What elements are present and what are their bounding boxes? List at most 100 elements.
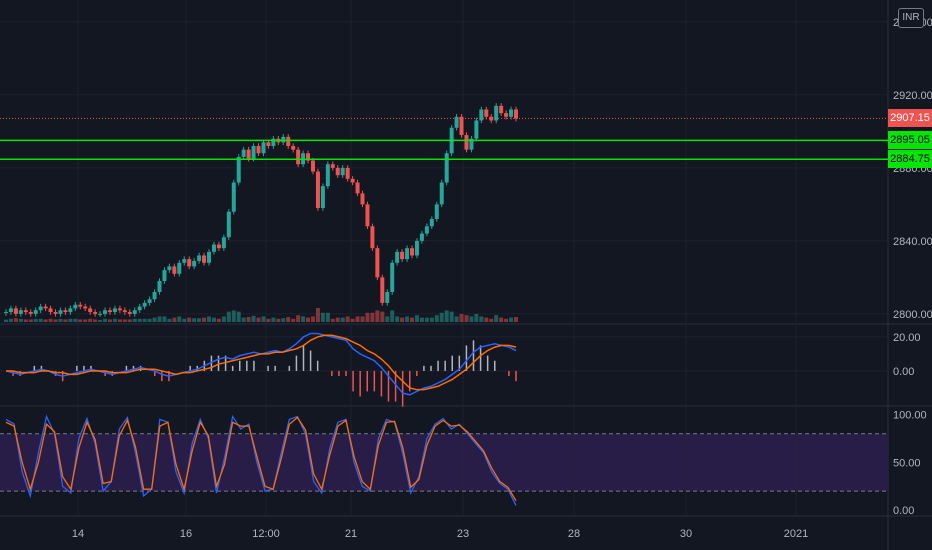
candle-body [271, 138, 276, 146]
time-axis-label: 14 [72, 528, 84, 540]
candle-body [464, 135, 469, 150]
volume-bar [449, 311, 454, 322]
candle-body [320, 186, 325, 209]
support-line-tag-2: 2884.75 [888, 150, 932, 169]
candle-body [58, 310, 63, 314]
candle-body [410, 248, 415, 256]
volume-bar [296, 315, 301, 322]
volume-bar [127, 319, 132, 322]
volume-bar [375, 310, 380, 322]
volume-bar [43, 319, 48, 322]
candle-body [459, 116, 464, 136]
volume-bar [103, 318, 108, 322]
candle-body [192, 260, 197, 267]
candle-body [514, 109, 518, 119]
candle-body [137, 306, 142, 311]
volume-bar [8, 318, 13, 322]
candle-body [385, 291, 390, 303]
volume-bar [360, 316, 365, 322]
candle-body [122, 310, 127, 313]
volume-bar [122, 319, 127, 322]
candle-body [13, 308, 18, 314]
last-price-tag: 2907.15 [888, 109, 932, 128]
volume-bar [320, 312, 325, 322]
volume-bar [514, 317, 518, 322]
volume-bar [479, 316, 484, 322]
volume-bar [434, 315, 439, 322]
volume-bar [335, 317, 340, 322]
candle-body [325, 164, 330, 187]
candle-body [172, 266, 177, 274]
candle-body [365, 204, 370, 227]
volume-bar [241, 317, 246, 322]
volume-bar [177, 316, 182, 322]
candle-body [251, 145, 256, 159]
volume-bar [137, 318, 142, 322]
volume-bar [444, 310, 449, 322]
candle-body [33, 310, 38, 314]
volume-bar [271, 317, 276, 322]
candle-body [489, 116, 494, 121]
volume-bar [167, 318, 172, 322]
volume-bar [63, 319, 68, 322]
candle-body [4, 312, 8, 314]
volume-bar [310, 316, 315, 322]
volume-bar [182, 318, 187, 322]
candle-body [479, 109, 484, 121]
volume-bar [439, 312, 444, 322]
volume-bar [48, 318, 53, 322]
candle-body [419, 233, 424, 241]
candle-body [315, 171, 320, 209]
volume-bar [73, 318, 78, 322]
candle-body [221, 237, 226, 249]
volume-bar [464, 315, 469, 322]
candle-body [246, 149, 251, 159]
stochastic-d-line [5, 416, 517, 502]
candle-body [38, 306, 43, 311]
currency-badge[interactable]: INR [898, 8, 924, 28]
candle-body [360, 193, 365, 205]
volume-bar [315, 308, 320, 322]
candle-body [434, 204, 439, 219]
candle-body [112, 308, 117, 313]
volume-bar [147, 318, 152, 322]
candle-body [167, 266, 172, 271]
candle-body [370, 226, 375, 249]
candle-body [43, 306, 48, 309]
candle-body [68, 308, 73, 313]
volume-bar [207, 316, 212, 322]
candle-body [23, 310, 28, 313]
candle-body [414, 240, 419, 256]
volume-bar [330, 318, 335, 322]
volume-bar [38, 318, 43, 322]
candle-body [117, 308, 122, 311]
volume-bar [301, 316, 306, 322]
volume-bar [172, 317, 177, 322]
volume-bar [142, 318, 147, 322]
volume-bar [28, 319, 33, 322]
candle-body [494, 105, 499, 121]
candle-body [504, 113, 509, 117]
volume-bar [216, 318, 221, 322]
time-axis-label: 28 [568, 528, 580, 540]
time-axis-label: 12:00 [252, 528, 280, 540]
volume-bar [256, 317, 261, 322]
volume-bar [266, 318, 271, 322]
volume-bar [355, 316, 360, 322]
volume-bar [98, 320, 103, 322]
volume-bar [58, 318, 63, 322]
candle-body [83, 306, 88, 309]
candle-body [330, 164, 335, 168]
candle-body [350, 178, 355, 183]
volume-bar [53, 319, 58, 322]
candle-body [147, 299, 152, 303]
volume-bar [83, 319, 88, 322]
candle-body [93, 312, 98, 314]
signal-line [6, 334, 517, 391]
volume-bar [286, 317, 291, 322]
macd-axis-label: 20.00 [893, 332, 921, 344]
candle-body [454, 116, 459, 128]
candle-body [474, 120, 479, 139]
